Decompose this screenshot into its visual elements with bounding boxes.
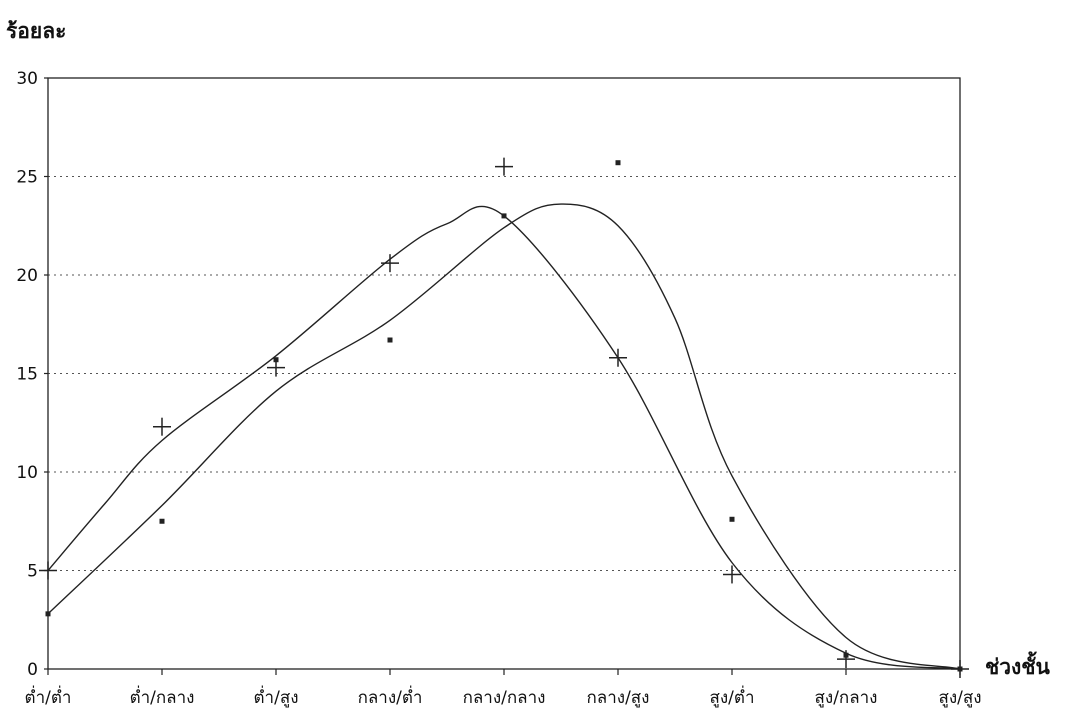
dot-marker xyxy=(387,337,393,343)
x-tick-label: ต่ำ/ต่ำ xyxy=(25,685,72,708)
dot-marker xyxy=(45,611,51,617)
x-tick-label: สูง/ต่ำ xyxy=(710,685,755,708)
y-tick-label: 30 xyxy=(16,69,38,89)
dot-marker xyxy=(501,213,507,219)
y-tick-label: 15 xyxy=(16,365,38,385)
dot-marker xyxy=(273,357,279,363)
plus-marker xyxy=(495,157,513,176)
x-tick-label: สูง/สูง xyxy=(938,688,981,708)
fitted-curve-dot xyxy=(47,203,961,670)
dot-marker xyxy=(843,652,849,658)
y-axis-label: ร้อยละ xyxy=(6,18,66,43)
plus-marker xyxy=(723,565,741,584)
plus-marker xyxy=(381,254,399,273)
y-tick-label: 10 xyxy=(16,463,38,483)
data-markers xyxy=(39,157,969,678)
x-tick-label: ต่ำ/กลาง xyxy=(130,685,195,708)
plus-marker xyxy=(153,417,171,436)
fitted-curve-plus xyxy=(47,205,961,670)
x-axis-ticks: ต่ำ/ต่ำ ต่ำ/กลาง ต่ำ/สูง กลาง/ต่ำ กลาง/กลาง ก… xyxy=(25,669,982,708)
y-tick-label: 5 xyxy=(27,562,38,582)
x-axis-label: ช่วงชั้น xyxy=(985,651,1051,679)
dot-marker xyxy=(159,518,165,524)
dot-marker xyxy=(729,516,735,522)
dot-marker xyxy=(615,160,621,166)
x-tick-label: กลาง/ต่ำ xyxy=(358,685,423,708)
x-tick-label: ต่ำ/สูง xyxy=(254,685,299,708)
y-tick-label: 25 xyxy=(16,168,38,188)
x-tick-label: กลาง/สูง xyxy=(587,688,650,708)
x-tick-label: กลาง/กลาง xyxy=(463,688,546,708)
plus-marker xyxy=(39,561,57,580)
plus-marker xyxy=(609,348,627,367)
y-axis-ticks: 0 5 10 15 20 25 30 xyxy=(16,69,48,680)
dot-marker xyxy=(957,666,963,672)
y-tick-label: 0 xyxy=(27,660,38,680)
x-tick-label: สูง/กลาง xyxy=(815,688,878,708)
y-tick-label: 20 xyxy=(16,266,38,286)
grid-lines xyxy=(48,176,960,571)
fitted-curves xyxy=(47,203,961,670)
